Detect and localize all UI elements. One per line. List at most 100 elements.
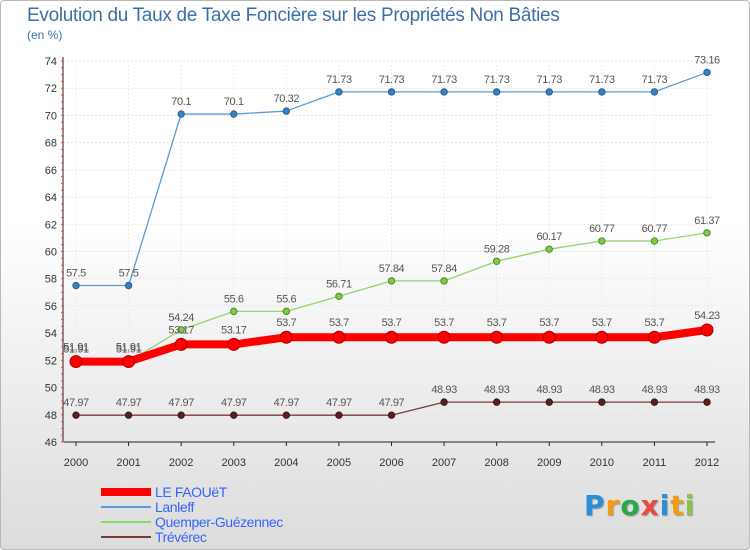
unit-label: (en %) — [27, 28, 63, 42]
x-tick-label: 2000 — [64, 457, 88, 469]
data-label: 61.37 — [694, 215, 720, 227]
data-label: 53.7 — [329, 317, 349, 329]
data-point — [72, 411, 80, 419]
logo-letter: o — [620, 489, 641, 522]
logo-letter: i — [659, 489, 671, 522]
data-point — [440, 398, 448, 406]
data-point — [387, 277, 396, 285]
logo-letter: t — [670, 489, 685, 522]
y-tick-label: 54 — [45, 328, 57, 340]
data-point — [335, 411, 343, 419]
data-point — [332, 330, 346, 344]
y-tick-label: 72 — [45, 83, 57, 95]
x-tick-label: 2003 — [222, 457, 246, 469]
data-label: 71.73 — [536, 74, 562, 86]
data-point — [437, 330, 451, 344]
legend-swatch-quemper-guezennec — [101, 521, 151, 523]
logo-letter: x — [640, 489, 660, 522]
data-label: 48.93 — [484, 384, 510, 396]
y-tick-label: 74 — [45, 56, 57, 68]
legend-item-quemper-guezennec: Quemper-Guézennec — [101, 514, 361, 530]
legend-item-lanleff: Lanleff — [101, 499, 361, 515]
x-tick-label: 2006 — [379, 457, 403, 469]
data-point — [335, 88, 343, 96]
data-point — [492, 88, 501, 96]
data-label: 54.24 — [168, 312, 194, 324]
data-point — [177, 411, 185, 419]
y-tick-label: 52 — [45, 355, 57, 367]
y-tick-label: 56 — [45, 301, 57, 313]
data-point — [492, 257, 501, 265]
data-label: 53.7 — [487, 317, 507, 329]
data-label: 57.84 — [431, 263, 457, 275]
data-label: 71.73 — [589, 74, 615, 86]
y-tick-label: 48 — [45, 410, 57, 422]
data-label: 48.93 — [431, 384, 457, 396]
data-point — [124, 281, 133, 290]
data-point — [545, 245, 553, 253]
data-point — [492, 398, 501, 406]
data-point — [647, 330, 661, 344]
data-point — [282, 307, 291, 316]
data-label: 53.17 — [168, 324, 194, 336]
data-label: 71.73 — [642, 74, 668, 86]
data-label: 70.1 — [171, 96, 191, 108]
data-point — [545, 398, 553, 406]
data-point — [282, 411, 291, 419]
data-point — [598, 88, 606, 96]
data-point — [440, 277, 448, 285]
y-tick-label: 50 — [45, 383, 57, 395]
proxiti-logo: Proxiti — [584, 489, 695, 522]
data-label: 47.97 — [221, 397, 247, 409]
data-point — [700, 323, 714, 337]
data-point — [124, 411, 133, 419]
data-label: 53.7 — [592, 317, 612, 329]
legend-swatch-lanleff — [101, 506, 151, 508]
x-tick-label: 2011 — [643, 457, 667, 469]
data-point — [598, 398, 606, 406]
data-point — [230, 110, 238, 118]
data-label: 71.73 — [431, 74, 457, 86]
data-label: 56.71 — [326, 278, 352, 290]
data-point — [230, 307, 238, 316]
data-label: 60.77 — [589, 223, 615, 235]
y-tick-label: 62 — [45, 219, 57, 231]
data-point — [650, 88, 659, 96]
data-point — [440, 88, 448, 96]
data-label: 71.73 — [379, 74, 405, 86]
y-tick-label: 60 — [45, 247, 57, 259]
data-label: 73.16 — [694, 54, 720, 66]
data-label: 47.97 — [168, 397, 194, 409]
data-point — [282, 107, 291, 115]
data-point — [177, 326, 185, 334]
data-label: 60.77 — [642, 223, 668, 235]
data-label: 48.93 — [589, 384, 615, 396]
data-point — [122, 355, 136, 369]
data-point — [703, 68, 711, 77]
logo-letter: i — [684, 489, 696, 522]
data-label: 71.73 — [484, 74, 510, 86]
data-label: 53.17 — [221, 324, 247, 336]
x-tick-label: 2001 — [116, 457, 140, 469]
x-tick-label: 2010 — [590, 457, 614, 469]
x-tick-label: 2009 — [537, 457, 561, 469]
legend-swatch-treverec — [101, 536, 151, 538]
data-point — [595, 330, 609, 344]
data-label: 51.91 — [63, 342, 89, 354]
data-label: 57.84 — [379, 263, 405, 275]
data-point — [650, 237, 659, 245]
legend-item-le-faouet: LE FAOUëT — [101, 484, 361, 500]
data-label: 57.5 — [66, 268, 86, 280]
x-tick-label: 2012 — [695, 457, 719, 469]
data-label: 53.7 — [434, 317, 454, 329]
data-label: 48.93 — [642, 384, 668, 396]
chart-title: Evolution du Taux de Taxe Foncière sur l… — [27, 5, 560, 26]
legend-label-quemper-guezennec: Quemper-Guézennec — [155, 514, 283, 530]
data-label: 54.23 — [694, 310, 720, 322]
x-tick-label: 2008 — [484, 457, 508, 469]
data-point — [69, 355, 83, 369]
logo-letter: P — [584, 489, 606, 522]
data-label: 51.91 — [116, 344, 142, 356]
